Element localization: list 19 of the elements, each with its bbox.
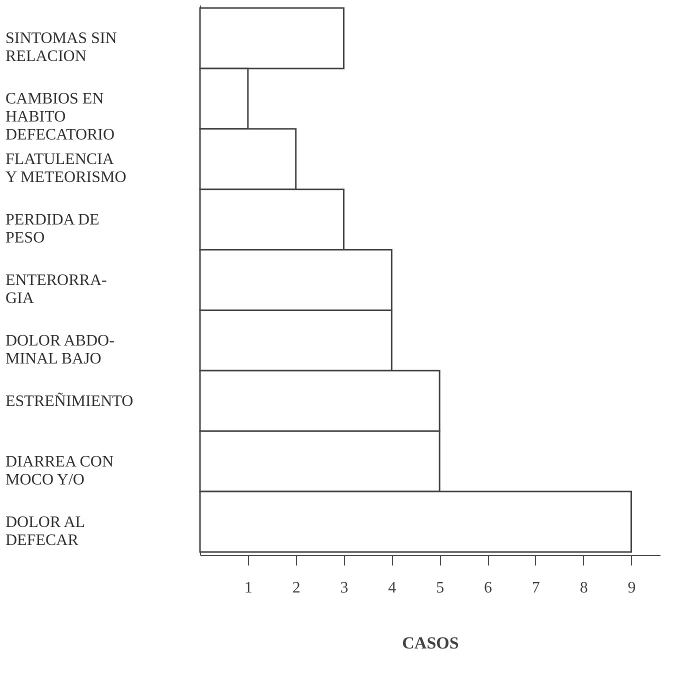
y-tick-label: DOLOR ABDO- MINAL BAJO xyxy=(6,332,114,368)
y-tick-label: PERDIDA DE PESO xyxy=(6,212,100,247)
x-tick-label: 4 xyxy=(388,580,396,596)
y-tick-label: DOLOR AL DEFECAR xyxy=(6,514,86,549)
y-tick-label: DIARREA CON MOCO Y/O xyxy=(6,453,114,488)
x-tick-label: 6 xyxy=(484,580,492,596)
x-axis-title: CASOS xyxy=(402,634,459,652)
x-tick-label: 9 xyxy=(628,580,636,596)
y-tick-label: ENTERORRA- GIA xyxy=(6,272,107,307)
x-tick-label: 2 xyxy=(292,580,300,596)
x-tick-label: 8 xyxy=(580,580,588,596)
x-tick-label: 3 xyxy=(340,580,348,596)
y-tick-label: CAMBIOS EN HABITO DEFECATORIO xyxy=(6,90,115,144)
y-tick-label: FLATULENCIA Y METEORISMO xyxy=(6,151,126,186)
x-tick-label: 1 xyxy=(244,580,252,596)
x-tick-label: 5 xyxy=(436,580,444,596)
y-tick-label: SINTOMAS SIN RELACION xyxy=(6,30,118,66)
x-tick-label: 7 xyxy=(532,580,540,596)
y-tick-label: ESTREÑIMIENTO xyxy=(6,392,134,410)
